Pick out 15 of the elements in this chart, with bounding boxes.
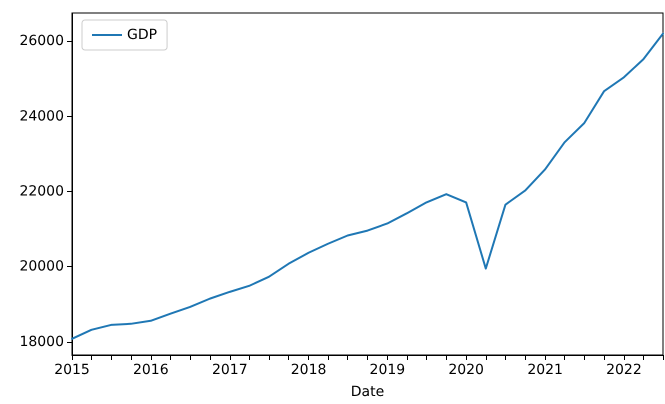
y-tick-label: 26000 [19, 33, 64, 50]
y-tick-label: 22000 [19, 184, 64, 200]
x-tick-label: 2022 [606, 362, 642, 378]
x-tick-label: 2021 [527, 362, 563, 378]
x-tick-label: 2018 [290, 362, 326, 378]
y-tick-label: 20000 [19, 258, 64, 275]
legend-label: GDP [127, 27, 158, 43]
x-tick-label: 2016 [132, 362, 169, 378]
x-tick-label: 2015 [54, 362, 90, 378]
x-tick-label: 2017 [212, 362, 248, 378]
y-tick-label: 18000 [19, 334, 64, 350]
y-tick-label: 24000 [19, 108, 64, 124]
x-tick-label: 2019 [370, 362, 406, 378]
x-axis-title: Date [350, 384, 384, 400]
x-tick-label: 2020 [448, 362, 484, 378]
